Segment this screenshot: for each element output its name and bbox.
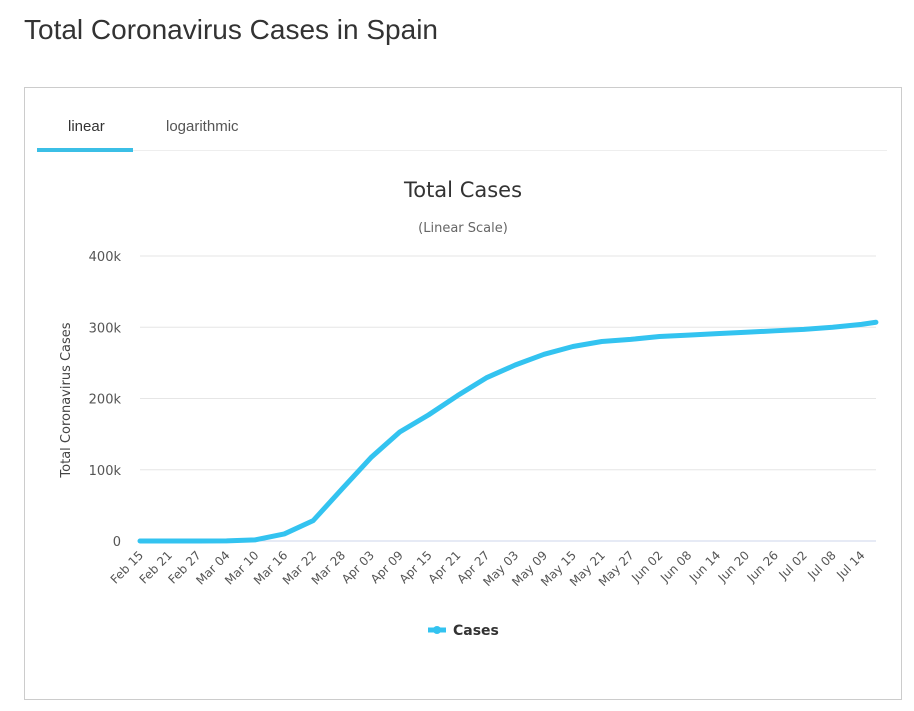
chart-title: Total Cases: [403, 178, 522, 202]
chart-card: linear logarithmic: [24, 87, 902, 700]
active-tab-indicator: [37, 148, 133, 152]
y-tick-label: 0: [113, 535, 121, 550]
x-tick-label: Jun 02: [628, 548, 665, 585]
x-tick-label: Jun 08: [657, 548, 694, 585]
y-tick-label: 100k: [89, 464, 122, 479]
tab-logarithmic[interactable]: logarithmic: [166, 118, 239, 135]
y-tick-label: 400k: [89, 250, 122, 265]
chart-subtitle: (Linear Scale): [418, 221, 508, 236]
tab-linear[interactable]: linear: [68, 118, 105, 135]
y-axis-label: Total Coronavirus Cases: [59, 322, 74, 478]
y-tick-label: 200k: [89, 393, 122, 408]
legend-item-cases[interactable]: Cases: [428, 623, 499, 639]
x-tick-label: Jul 14: [833, 548, 867, 582]
x-tick-label: Jul 02: [776, 548, 810, 582]
y-tick-label: 300k: [89, 321, 122, 336]
x-tick-label: Jun 26: [744, 548, 781, 585]
legend-marker: [433, 626, 441, 634]
x-tick-label: Jun 14: [686, 548, 723, 585]
legend-label: Cases: [453, 623, 499, 639]
page-title: Total Coronavirus Cases in Spain: [24, 14, 438, 45]
x-tick-label: Jul 08: [804, 548, 838, 582]
x-tick-label: Jun 20: [715, 548, 752, 585]
series-line-cases: [137, 319, 879, 544]
scale-tabs: linear logarithmic: [37, 88, 887, 152]
